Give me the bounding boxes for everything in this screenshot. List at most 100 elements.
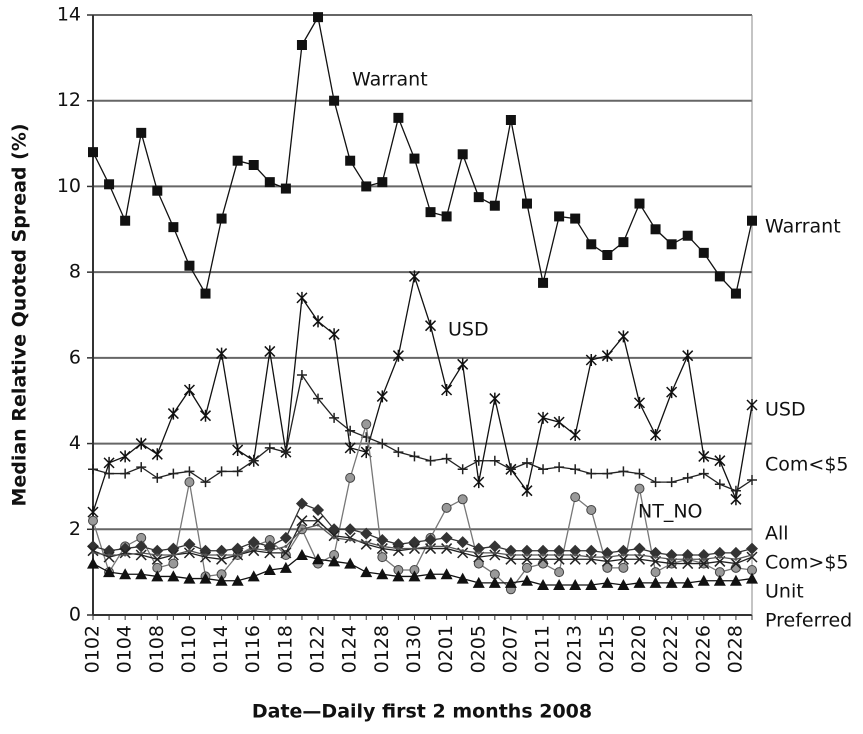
marker (634, 483, 645, 494)
marker (618, 237, 629, 248)
marker (554, 211, 565, 222)
marker (537, 544, 550, 557)
marker (618, 466, 629, 477)
marker (713, 546, 726, 559)
marker (489, 392, 501, 405)
marker (665, 576, 678, 588)
marker (538, 558, 549, 569)
marker (345, 155, 356, 166)
marker (344, 441, 356, 454)
marker (569, 579, 582, 590)
marker (634, 468, 645, 479)
marker (296, 40, 307, 50)
marker (601, 546, 614, 559)
marker (425, 455, 436, 466)
marker (377, 552, 388, 563)
marker (344, 557, 357, 569)
marker (200, 477, 211, 488)
marker (232, 155, 243, 166)
marker (316, 523, 320, 527)
marker (473, 551, 485, 563)
marker (637, 553, 641, 557)
marker (750, 553, 754, 557)
marker (103, 456, 115, 469)
marker (104, 179, 115, 190)
marker (601, 576, 614, 588)
marker (328, 328, 340, 341)
marker (424, 534, 437, 546)
marker (605, 555, 609, 559)
marker (585, 553, 597, 565)
marker (461, 549, 465, 553)
marker (538, 277, 549, 288)
marker (488, 540, 501, 553)
marker (295, 497, 308, 510)
marker (602, 562, 613, 573)
marker (344, 532, 356, 544)
marker (504, 544, 517, 557)
marker (187, 549, 191, 553)
marker (521, 457, 532, 468)
marker (360, 527, 373, 540)
marker (168, 558, 179, 569)
marker (472, 542, 485, 555)
marker (686, 557, 690, 561)
marker (589, 555, 593, 559)
marker (200, 288, 211, 299)
marker (473, 476, 485, 489)
marker (520, 574, 533, 586)
marker (167, 570, 180, 582)
marker (746, 542, 758, 555)
marker (408, 270, 420, 283)
marker (103, 566, 116, 578)
marker (136, 462, 147, 473)
marker (88, 464, 98, 475)
marker (602, 468, 613, 479)
marker (204, 553, 208, 557)
x-tick-label: 0222 (660, 625, 682, 673)
marker (729, 574, 742, 586)
marker (151, 544, 164, 557)
marker (135, 568, 148, 580)
marker (248, 160, 259, 170)
marker (220, 553, 224, 557)
marker (617, 544, 630, 557)
marker (139, 551, 143, 555)
marker (296, 291, 308, 304)
marker (360, 566, 373, 578)
marker (248, 545, 260, 557)
marker (521, 198, 532, 209)
x-tick-label: 0102 (82, 625, 104, 673)
marker (393, 112, 404, 123)
marker (280, 547, 292, 559)
marker (537, 411, 549, 424)
marker (441, 453, 452, 464)
marker (135, 437, 147, 450)
marker (718, 555, 722, 559)
marker (473, 558, 484, 569)
marker (702, 557, 706, 561)
marker (488, 576, 501, 588)
marker (729, 546, 742, 559)
marker (151, 553, 163, 565)
marker (650, 429, 662, 441)
series-label: Warrant (765, 216, 841, 238)
marker (424, 568, 437, 580)
marker (554, 462, 565, 473)
marker (730, 288, 741, 299)
series-line (92, 520, 753, 565)
marker (119, 450, 131, 463)
marker (152, 185, 163, 196)
marker (408, 536, 421, 549)
marker (585, 579, 598, 590)
marker (666, 558, 678, 570)
marker (553, 579, 566, 590)
marker (119, 568, 132, 580)
marker (633, 396, 646, 409)
y-tick-label: 6 (69, 346, 81, 368)
series-label: Preferred (765, 610, 852, 632)
marker (682, 349, 694, 362)
marker (650, 567, 661, 578)
marker (312, 315, 324, 328)
marker (123, 553, 127, 557)
